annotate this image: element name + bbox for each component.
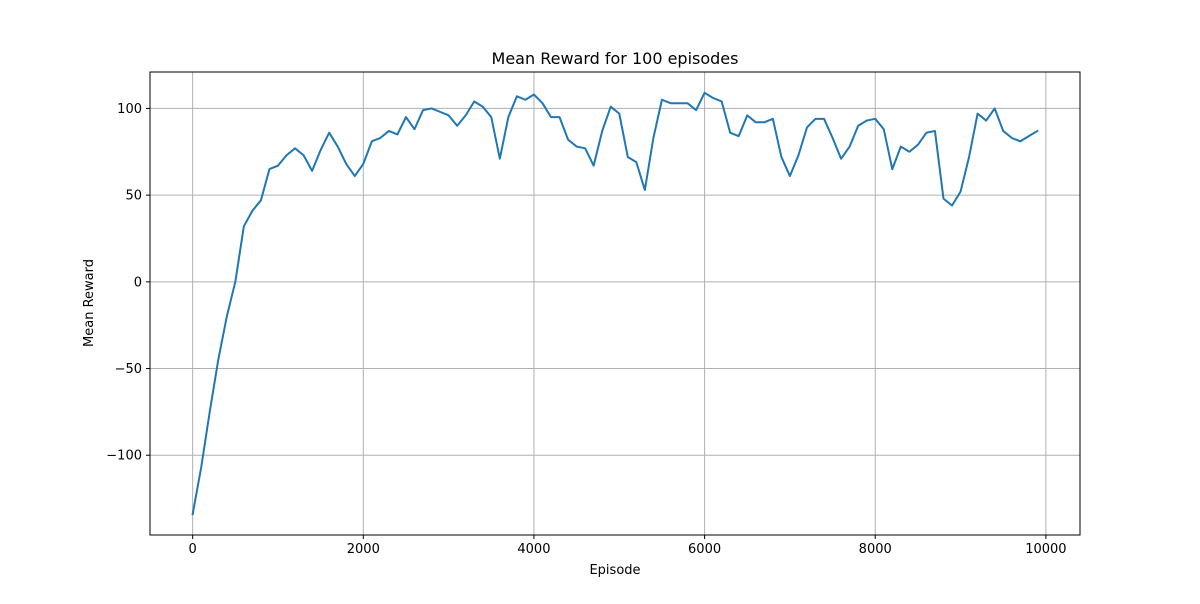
x-tick-label: 0	[189, 542, 197, 557]
x-tick-label: 4000	[517, 542, 550, 557]
y-tick-label: 50	[125, 189, 142, 204]
y-axis-ticks: −100 −50 0 50 100	[106, 102, 150, 464]
y-tick-label: −100	[106, 449, 142, 464]
x-axis-label: Episode	[589, 563, 640, 578]
plot-area-frame	[149, 71, 1081, 536]
y-tick-label: 0	[134, 275, 142, 290]
series-line-0	[191, 91, 1039, 516]
x-tick-label: 8000	[859, 542, 892, 557]
y-axis-label: Mean Reward	[82, 259, 97, 347]
grid	[150, 72, 1080, 535]
data-layer	[191, 91, 1039, 516]
chart-title: Mean Reward for 100 episodes	[492, 49, 739, 68]
x-tick-label: 6000	[688, 542, 721, 557]
x-axis-ticks: 0 2000 4000 6000 8000 10000	[189, 535, 1067, 557]
x-tick-label: 2000	[347, 542, 380, 557]
y-tick-label: 100	[117, 102, 142, 117]
x-tick-label: 10000	[1025, 542, 1066, 557]
y-tick-label: −50	[115, 362, 142, 377]
